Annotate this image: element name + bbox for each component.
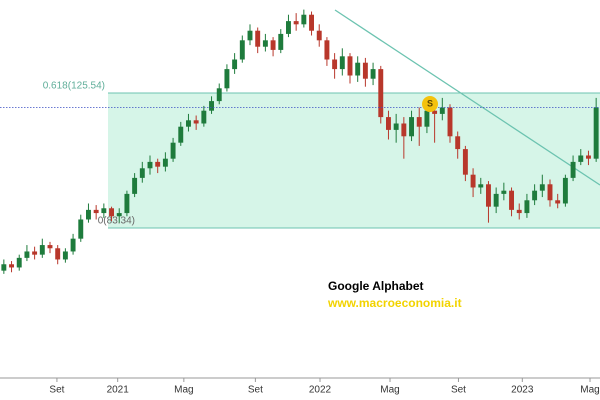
candle-body — [570, 161, 576, 178]
candle-body — [509, 190, 514, 210]
chart-subtitle: www.macroeconomia.it — [327, 296, 462, 310]
candle-body — [255, 30, 261, 47]
fib-label: 0.618(125.54) — [43, 81, 105, 92]
candle-body — [462, 149, 468, 175]
candle-body — [116, 213, 122, 217]
candle-body — [501, 190, 507, 194]
candle-body — [532, 190, 538, 201]
candle-body — [178, 126, 184, 143]
x-tick-label: Mag — [380, 385, 399, 396]
signal-label: S — [427, 98, 433, 108]
x-tick-label: Set — [451, 385, 466, 396]
candle-body — [309, 14, 314, 31]
candle-body — [393, 123, 399, 130]
candle-body — [401, 123, 407, 137]
candle-body — [16, 257, 22, 268]
candle-body — [416, 117, 422, 127]
candle-body — [455, 136, 461, 150]
x-tick-label: 2023 — [511, 385, 534, 396]
candle-body — [286, 21, 291, 34]
candle-body — [186, 120, 191, 127]
candle-body — [516, 209, 522, 214]
candle-body — [593, 107, 599, 159]
trend-line — [334, 9, 600, 186]
candle-body — [478, 184, 484, 188]
candle-body — [216, 88, 222, 102]
candle-body — [247, 30, 253, 41]
candles — [0, 9, 600, 274]
candle-body — [301, 14, 307, 25]
candle-body — [39, 245, 45, 255]
candle-body — [524, 200, 530, 214]
candle-body — [239, 40, 245, 60]
candle-body — [139, 168, 145, 178]
candle-body — [486, 184, 491, 207]
candle-body — [316, 30, 322, 41]
signal-marker — [422, 96, 438, 112]
fib-zone — [108, 93, 600, 228]
candle-body — [555, 200, 561, 204]
candle-body — [539, 184, 545, 191]
candle-body — [62, 251, 68, 260]
candle-body — [193, 120, 199, 124]
candle-body — [262, 40, 268, 47]
candle-body — [470, 174, 476, 188]
candle-body — [432, 110, 438, 114]
x-tick-label: Mag — [580, 385, 599, 396]
candle-body — [586, 155, 591, 159]
candle-body — [409, 117, 414, 137]
x-tick-label: Mag — [174, 385, 193, 396]
fib-label: 0(83.34) — [98, 216, 135, 227]
candle-body — [55, 248, 61, 260]
candle-body — [339, 56, 345, 70]
candle-body — [293, 21, 299, 25]
candle-body — [362, 62, 368, 79]
candle-body — [232, 59, 238, 70]
candle-body — [78, 219, 84, 239]
x-tick-label: Set — [248, 385, 263, 396]
candle-body — [547, 184, 553, 201]
candle-body — [332, 59, 338, 70]
candle-body — [378, 69, 384, 118]
x-tick-label: 2021 — [107, 385, 130, 396]
candle-body — [86, 209, 91, 220]
candle-body — [1, 264, 7, 271]
x-tick-label: 2022 — [309, 385, 332, 396]
chart-title: Google Alphabet — [328, 279, 424, 293]
candle-body — [155, 161, 161, 167]
candle-body — [439, 107, 445, 114]
x-axis: Set 2021 Mag Set 2022 Mag Set 2023 Mag — [0, 377, 600, 396]
candle-body — [170, 142, 176, 159]
candle-body — [24, 251, 30, 258]
candle-body — [209, 101, 214, 111]
candle-body — [162, 158, 168, 167]
candle-body — [132, 177, 138, 194]
candle-body — [386, 117, 391, 130]
candle-body — [447, 107, 453, 137]
candle-body — [201, 110, 207, 124]
candle-body — [109, 208, 114, 217]
candle-body — [101, 208, 107, 214]
candle-body — [493, 193, 499, 207]
candle-body — [93, 209, 99, 214]
candle-body — [32, 251, 38, 255]
candle-body — [370, 69, 376, 79]
fib-levels: 0.618(125.54) 0(83.34) — [43, 81, 600, 229]
candle-body — [124, 193, 130, 214]
candle-body — [147, 161, 153, 169]
candle-body — [9, 264, 14, 268]
candle-body — [562, 177, 568, 204]
candle-body — [224, 69, 230, 89]
x-tick-label: Set — [49, 385, 64, 396]
candle-body — [278, 33, 284, 50]
candle-body — [347, 56, 353, 76]
candle-body — [270, 40, 276, 50]
candle-body — [70, 238, 76, 252]
candle-body — [47, 245, 53, 249]
candle-body — [578, 155, 584, 162]
candle-body — [424, 110, 430, 127]
candle-body — [355, 62, 361, 76]
candle-body — [324, 40, 330, 60]
